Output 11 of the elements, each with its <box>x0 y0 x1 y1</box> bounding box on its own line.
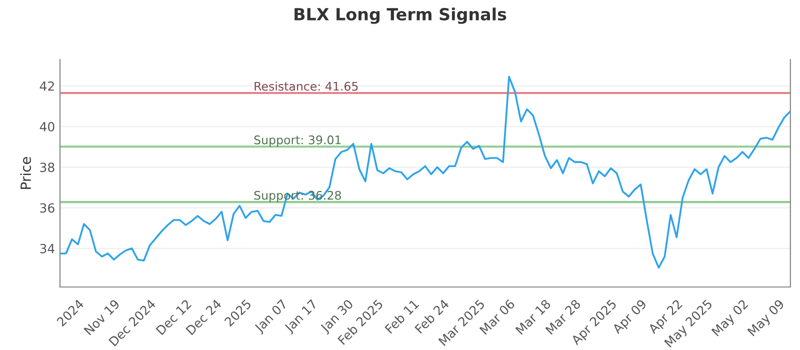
y-axis-title: Price <box>20 157 31 189</box>
line-series <box>60 76 790 269</box>
ref-line-label: Support: 39.01 <box>254 135 341 147</box>
chart-title: BLX Long Term Signals <box>294 8 506 24</box>
y-tick-label: 42 <box>40 81 54 91</box>
y-tick-label: 40 <box>40 122 54 132</box>
y-tick-label: 38 <box>40 162 54 172</box>
y-tick-label: 36 <box>40 203 54 213</box>
y-tick-label: 34 <box>40 244 54 254</box>
ref-line-label: Resistance: 41.65 <box>254 82 358 91</box>
x-tick-label: Jan 17 <box>284 299 320 335</box>
